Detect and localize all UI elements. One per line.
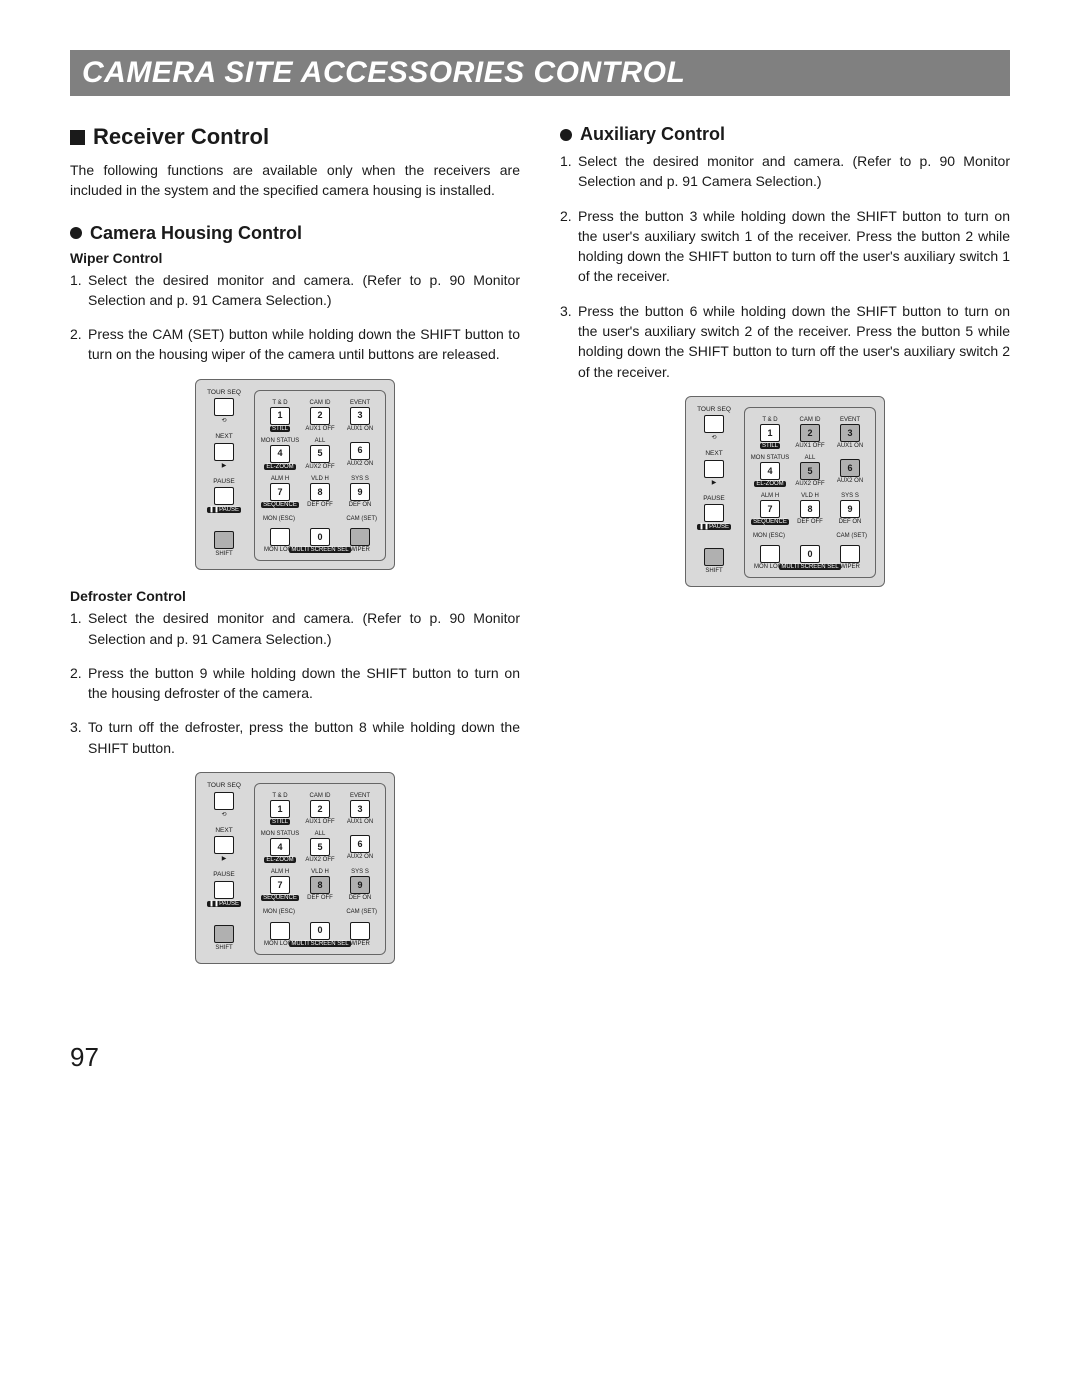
keypad-button[interactable]	[704, 415, 724, 433]
keypad-button-7[interactable]: 7	[270, 483, 290, 501]
keypad-button-2[interactable]: 2	[310, 407, 330, 425]
keypad-button[interactable]	[214, 881, 234, 899]
keypad-button-9[interactable]: 9	[840, 500, 860, 518]
keypad-aux-wrap: TOUR SEQ⟲NEXT▶PAUSE❚❚PAUSESHIFTT & D1STI…	[560, 396, 1010, 588]
keypad-button-7[interactable]: 7	[760, 500, 780, 518]
keypad-button[interactable]	[760, 545, 780, 563]
keypad-button-5[interactable]: 5	[310, 838, 330, 856]
defroster-control-heading: Defroster Control	[70, 588, 520, 604]
aux-steps: 1.Select the desired monitor and camera.…	[560, 151, 1010, 382]
keypad-button[interactable]: 0	[310, 528, 330, 546]
keypad-button[interactable]	[270, 922, 290, 940]
list-item: 2.Press the button 3 while holding down …	[578, 206, 1010, 287]
keypad-wiper-wrap: TOUR SEQ⟲NEXT▶PAUSE❚❚PAUSESHIFTT & D1STI…	[70, 379, 520, 571]
keypad-button-9[interactable]: 9	[350, 876, 370, 894]
page-title-bar: CAMERA SITE ACCESSORIES CONTROL	[70, 50, 1010, 96]
keypad-button-8[interactable]: 8	[310, 876, 330, 894]
keypad-button-5[interactable]: 5	[800, 462, 820, 480]
keypad-wiper: TOUR SEQ⟲NEXT▶PAUSE❚❚PAUSESHIFTT & D1STI…	[195, 379, 395, 571]
keypad-button[interactable]	[214, 925, 234, 943]
keypad-button[interactable]	[214, 398, 234, 416]
list-item: 1.Select the desired monitor and camera.…	[88, 608, 520, 649]
keypad-button-8[interactable]: 8	[310, 483, 330, 501]
keypad-button[interactable]	[214, 487, 234, 505]
list-item: 2.Press the button 9 while holding down …	[88, 663, 520, 704]
keypad-button-4[interactable]: 4	[270, 838, 290, 856]
keypad-button[interactable]	[704, 460, 724, 478]
keypad-button-3[interactable]: 3	[840, 424, 860, 442]
keypad-button-3[interactable]: 3	[350, 800, 370, 818]
keypad-button-1[interactable]: 1	[270, 800, 290, 818]
wiper-control-heading: Wiper Control	[70, 250, 520, 266]
keypad-button-8[interactable]: 8	[800, 500, 820, 518]
keypad-button[interactable]: 0	[800, 545, 820, 563]
receiver-control-heading: Receiver Control	[70, 124, 520, 150]
page-title: CAMERA SITE ACCESSORIES CONTROL	[82, 56, 998, 90]
camera-housing-heading: Camera Housing Control	[70, 223, 520, 244]
defroster-steps: 1.Select the desired monitor and camera.…	[70, 608, 520, 758]
list-item: 2.Press the CAM (SET) button while holdi…	[88, 324, 520, 365]
keypad-button[interactable]	[214, 443, 234, 461]
keypad-button[interactable]	[214, 836, 234, 854]
receiver-control-label: Receiver Control	[93, 124, 269, 150]
keypad-button[interactable]	[350, 922, 370, 940]
keypad-button-6[interactable]: 6	[350, 835, 370, 853]
dot-bullet-icon	[70, 227, 82, 239]
auxiliary-control-label: Auxiliary Control	[580, 124, 725, 145]
list-item: 1.Select the desired monitor and camera.…	[578, 151, 1010, 192]
dot-bullet-icon	[560, 129, 572, 141]
keypad-button[interactable]	[214, 792, 234, 810]
keypad-button-2[interactable]: 2	[310, 800, 330, 818]
keypad-button-6[interactable]: 6	[350, 442, 370, 460]
page-number: 97	[70, 1042, 1010, 1073]
keypad-button[interactable]	[704, 548, 724, 566]
keypad-button[interactable]	[270, 528, 290, 546]
keypad-button-4[interactable]: 4	[270, 445, 290, 463]
keypad-button[interactable]: 0	[310, 922, 330, 940]
keypad-button[interactable]	[214, 531, 234, 549]
keypad-defroster: TOUR SEQ⟲NEXT▶PAUSE❚❚PAUSESHIFTT & D1STI…	[195, 772, 395, 964]
keypad-button[interactable]	[350, 528, 370, 546]
keypad-button-1[interactable]: 1	[270, 407, 290, 425]
wiper-steps: 1.Select the desired monitor and camera.…	[70, 270, 520, 365]
square-bullet-icon	[70, 130, 85, 145]
keypad-button[interactable]	[704, 504, 724, 522]
right-column: Auxiliary Control 1.Select the desired m…	[560, 124, 1010, 982]
camera-housing-label: Camera Housing Control	[90, 223, 302, 244]
receiver-intro: The following functions are available on…	[70, 160, 520, 201]
keypad-button-7[interactable]: 7	[270, 876, 290, 894]
keypad-button-6[interactable]: 6	[840, 459, 860, 477]
auxiliary-control-heading: Auxiliary Control	[560, 124, 1010, 145]
content-columns: Receiver Control The following functions…	[70, 124, 1010, 982]
keypad-aux: TOUR SEQ⟲NEXT▶PAUSE❚❚PAUSESHIFTT & D1STI…	[685, 396, 885, 588]
keypad-button[interactable]	[840, 545, 860, 563]
keypad-button-3[interactable]: 3	[350, 407, 370, 425]
keypad-button-2[interactable]: 2	[800, 424, 820, 442]
keypad-button-5[interactable]: 5	[310, 445, 330, 463]
keypad-defroster-wrap: TOUR SEQ⟲NEXT▶PAUSE❚❚PAUSESHIFTT & D1STI…	[70, 772, 520, 964]
list-item: 1.Select the desired monitor and camera.…	[88, 270, 520, 311]
keypad-button-4[interactable]: 4	[760, 462, 780, 480]
list-item: 3.To turn off the defroster, press the b…	[88, 717, 520, 758]
keypad-button-1[interactable]: 1	[760, 424, 780, 442]
list-item: 3.Press the button 6 while holding down …	[578, 301, 1010, 382]
left-column: Receiver Control The following functions…	[70, 124, 520, 982]
keypad-button-9[interactable]: 9	[350, 483, 370, 501]
